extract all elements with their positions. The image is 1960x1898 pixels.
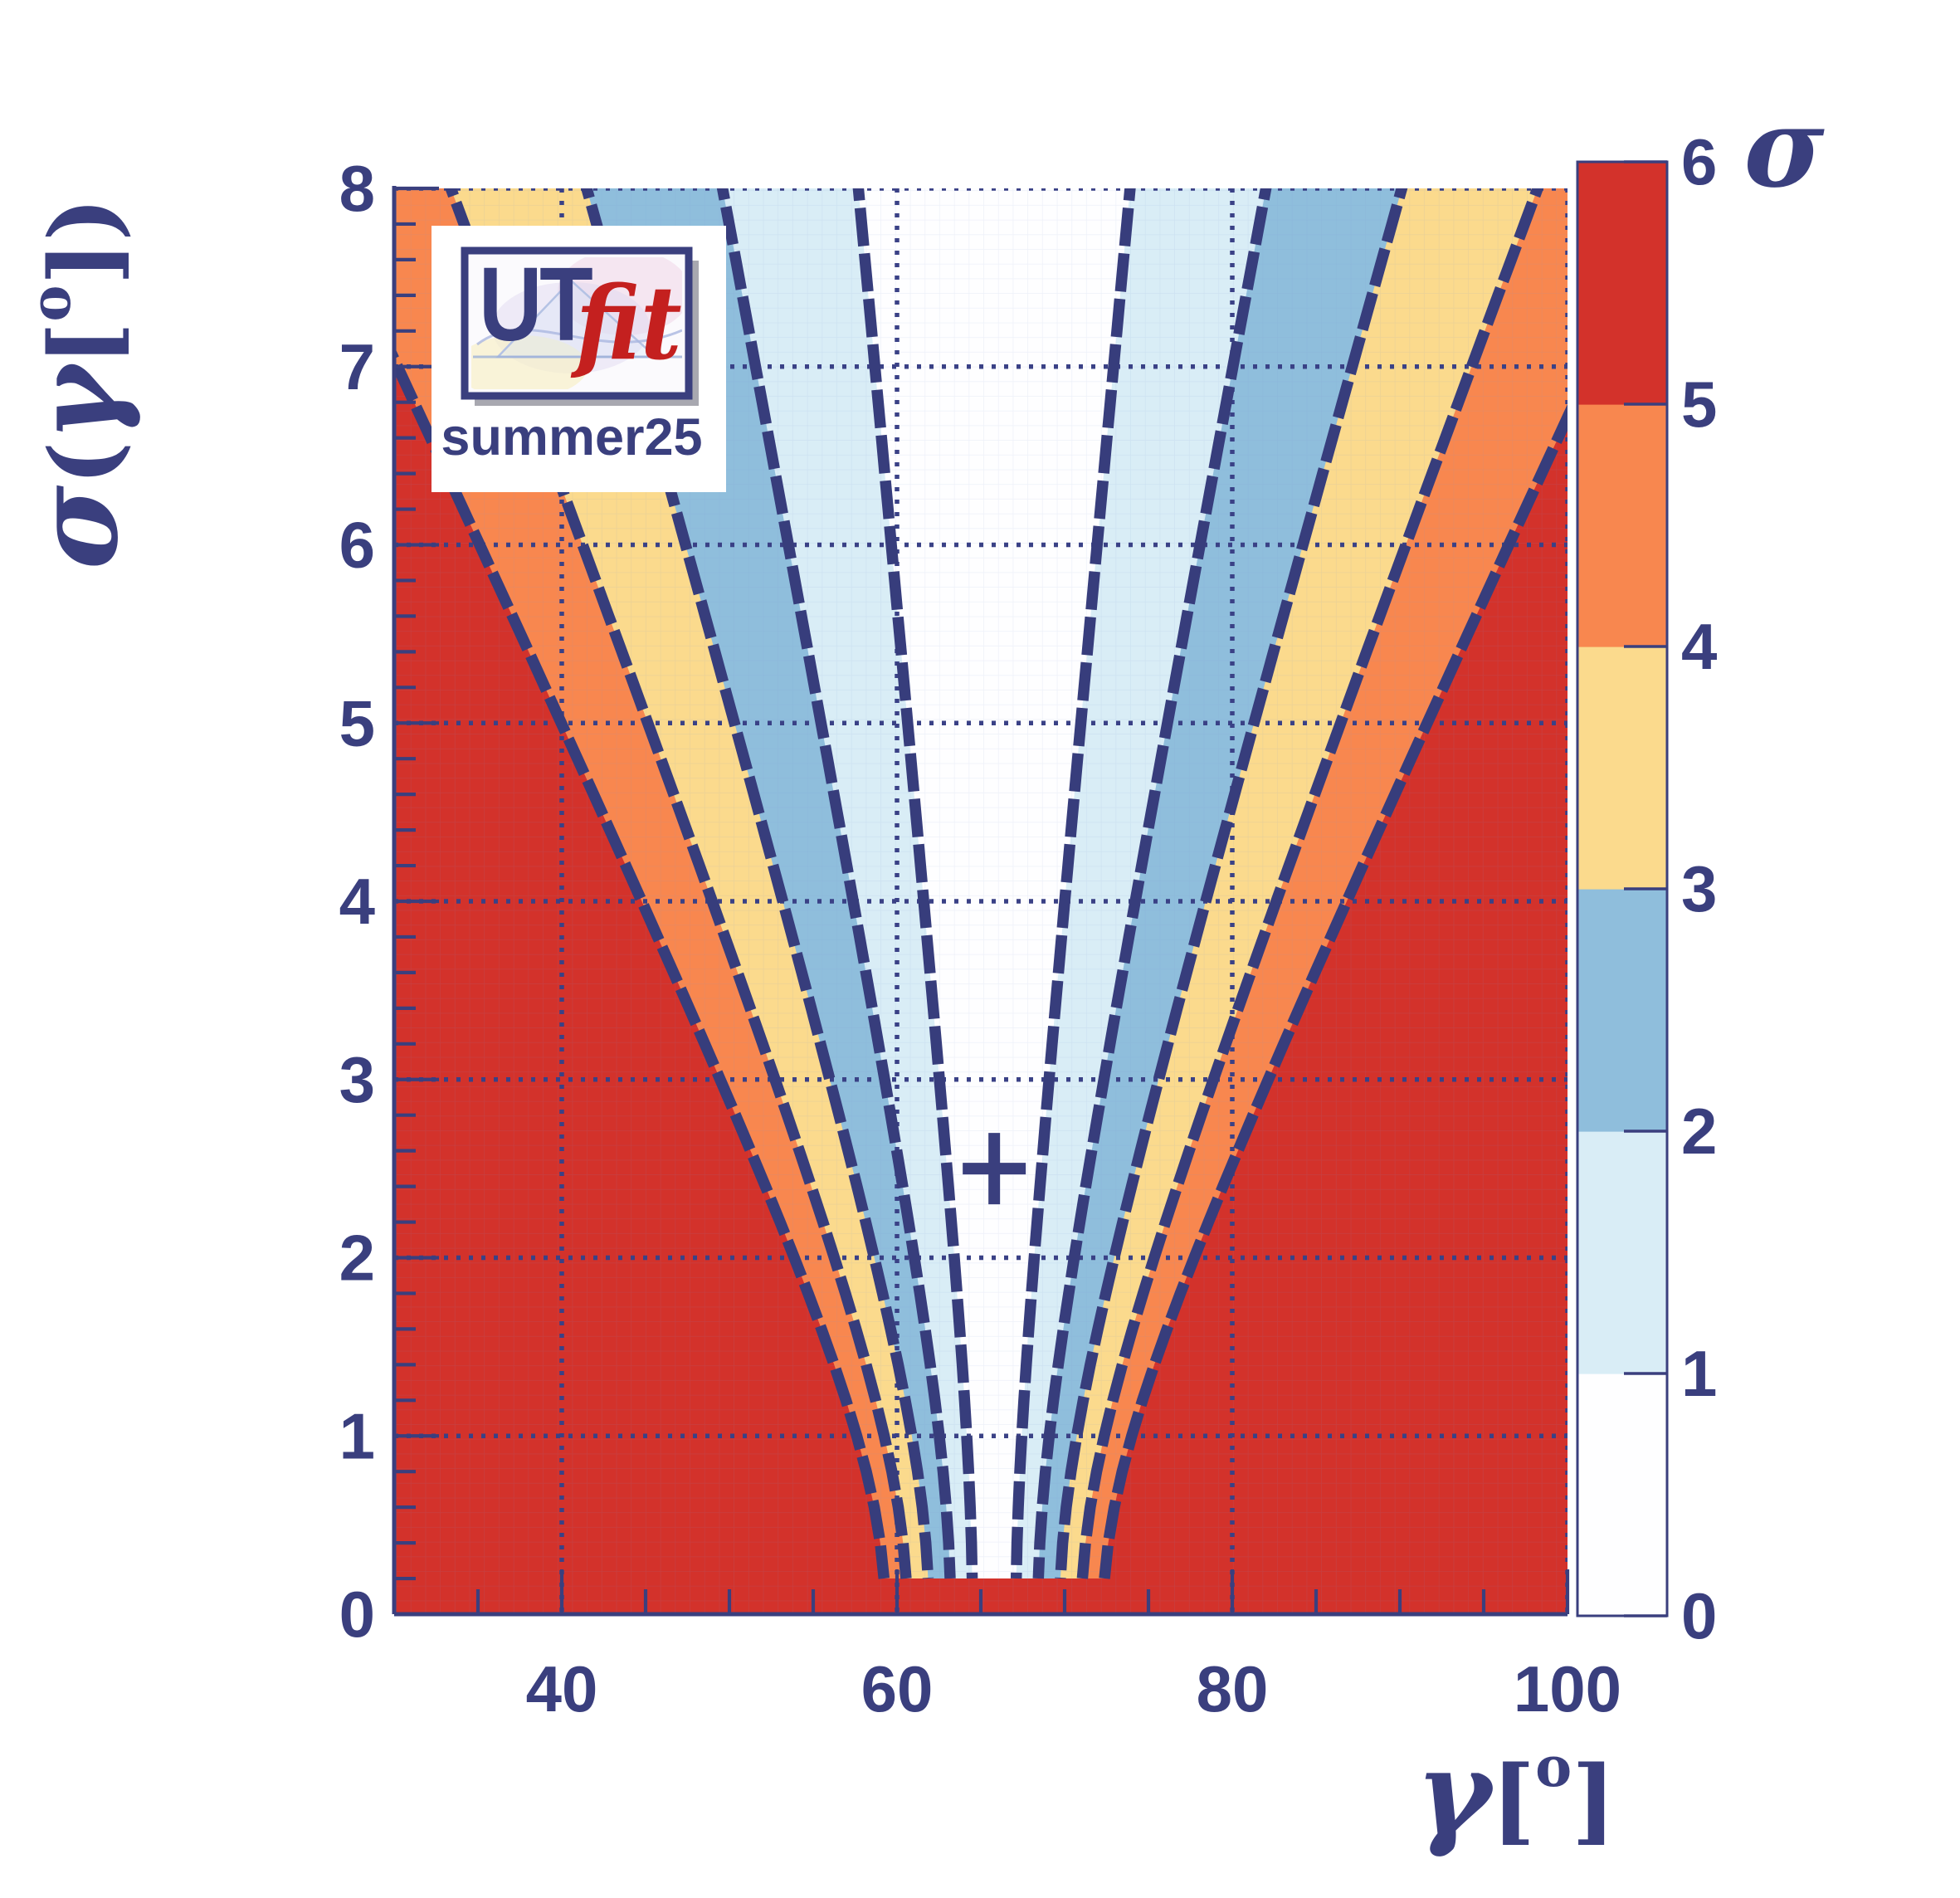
colorbar-segment-0-1 <box>1577 1373 1667 1617</box>
colorbar-tick-label-5: 5 <box>1681 368 1717 441</box>
y-tick-label-7: 7 <box>339 330 375 403</box>
y-tick-label-2: 2 <box>339 1222 375 1295</box>
x-tick-label-100: 100 <box>1514 1652 1621 1725</box>
contour-line-5sigma-right <box>1099 403 1568 1579</box>
colorbar-tick-label-0: 0 <box>1681 1579 1717 1652</box>
contour-line-1sigma-left <box>852 188 978 1579</box>
y-tick-label-6: 6 <box>339 509 375 582</box>
contour-line-1sigma-right <box>1010 188 1136 1579</box>
colorbar-tick-label-3: 3 <box>1681 852 1717 925</box>
title-part: o <box>18 285 83 322</box>
colorbar-segment-5-6 <box>1577 162 1667 405</box>
x-axis-title: γ[o​] <box>1416 1725 1616 1860</box>
colorbar-tick-label-4: 4 <box>1681 610 1717 683</box>
title-part: σ <box>8 485 144 569</box>
contour-line-2sigma-right <box>1032 188 1272 1579</box>
colorbar: 0 1 2 3 4 5 6 σ <box>1576 84 1825 1652</box>
colorbar-segment-4-5 <box>1577 404 1667 647</box>
best-fit-plus-marker <box>963 1133 1026 1205</box>
x-tick-label-80: 80 <box>1197 1652 1269 1725</box>
colorbar-segment-1-2 <box>1577 1131 1667 1374</box>
colorbar-tick-label-2: 2 <box>1681 1095 1717 1168</box>
y-tick-label-5: 5 <box>339 686 375 759</box>
logo-text-ut: UT <box>479 246 592 363</box>
y-axis-title: σ(γ[o​]) <box>8 198 144 570</box>
title-part: ( <box>30 442 139 485</box>
colorbar-segment-3-4 <box>1577 646 1667 890</box>
axis-ticks <box>394 186 1570 1617</box>
contour-line-2sigma-left <box>716 188 956 1579</box>
title-part: o <box>1535 1735 1572 1799</box>
y-tick-label-1: 1 <box>339 1399 375 1472</box>
title-part: [ <box>1491 1746 1535 1855</box>
y-tick-label-4: 4 <box>339 865 375 938</box>
y-tick-label-8: 8 <box>339 152 375 225</box>
colorbar-tick-label-6: 6 <box>1681 125 1717 198</box>
colorbar-segment-2-3 <box>1577 889 1667 1132</box>
contour-line-4sigma-right <box>1076 188 1544 1579</box>
logo-artwork <box>471 257 682 389</box>
title-part: ) <box>30 198 139 242</box>
title-part: ] <box>30 242 139 285</box>
title-part: γ <box>1416 1725 1496 1860</box>
colorbar-tick-label-1: 1 <box>1681 1337 1717 1410</box>
logo-tagline-summer25: summer25 <box>441 408 702 466</box>
x-tick-labels: 40 60 80 100 <box>526 1652 1621 1725</box>
contour-line-5sigma-left <box>394 345 890 1579</box>
y-tick-label-3: 3 <box>339 1043 375 1116</box>
plot-area <box>394 188 1568 1614</box>
colorbar-title-sigma: σ <box>1743 84 1825 212</box>
x-tick-label-40: 40 <box>526 1652 598 1725</box>
contour-line-3sigma-right <box>1055 188 1408 1579</box>
y-tick-labels: 0 1 2 3 4 5 6 7 8 <box>339 152 375 1651</box>
logo-text-fit: fit <box>570 264 681 383</box>
y-tick-label-0: 0 <box>339 1578 375 1651</box>
title-part: γ <box>8 361 144 442</box>
x-tick-label-60: 60 <box>861 1652 934 1725</box>
title-part: [ <box>30 322 139 366</box>
title-part: ] <box>1572 1746 1616 1855</box>
